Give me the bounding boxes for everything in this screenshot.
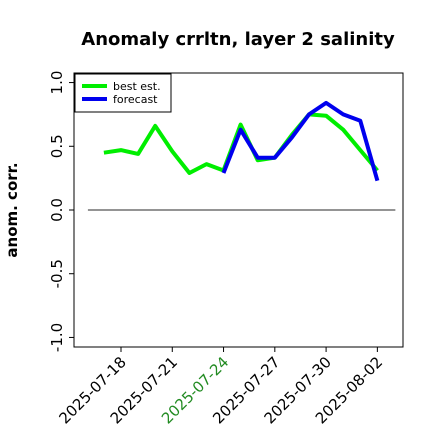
series-line-forecast [221,100,380,182]
y-tick-label: -1.0 [48,323,66,352]
legend-label: forecast [113,93,158,106]
y-tick-label: 1.0 [48,71,66,95]
legend-label: best est. [113,80,161,93]
y-axis-label: anom. corr. [3,162,21,257]
chart-title: Anomaly crrltn, layer 2 salinity [81,29,395,50]
y-tick-label: 0.0 [48,198,66,222]
legend-box [74,73,172,113]
y-tick-label: 0.5 [48,134,66,158]
plot-area: -1.0-0.50.00.51.02025-07-182025-07-21202… [48,71,404,427]
series-line-best-est [103,112,379,175]
y-tick-label: -0.5 [48,259,66,288]
